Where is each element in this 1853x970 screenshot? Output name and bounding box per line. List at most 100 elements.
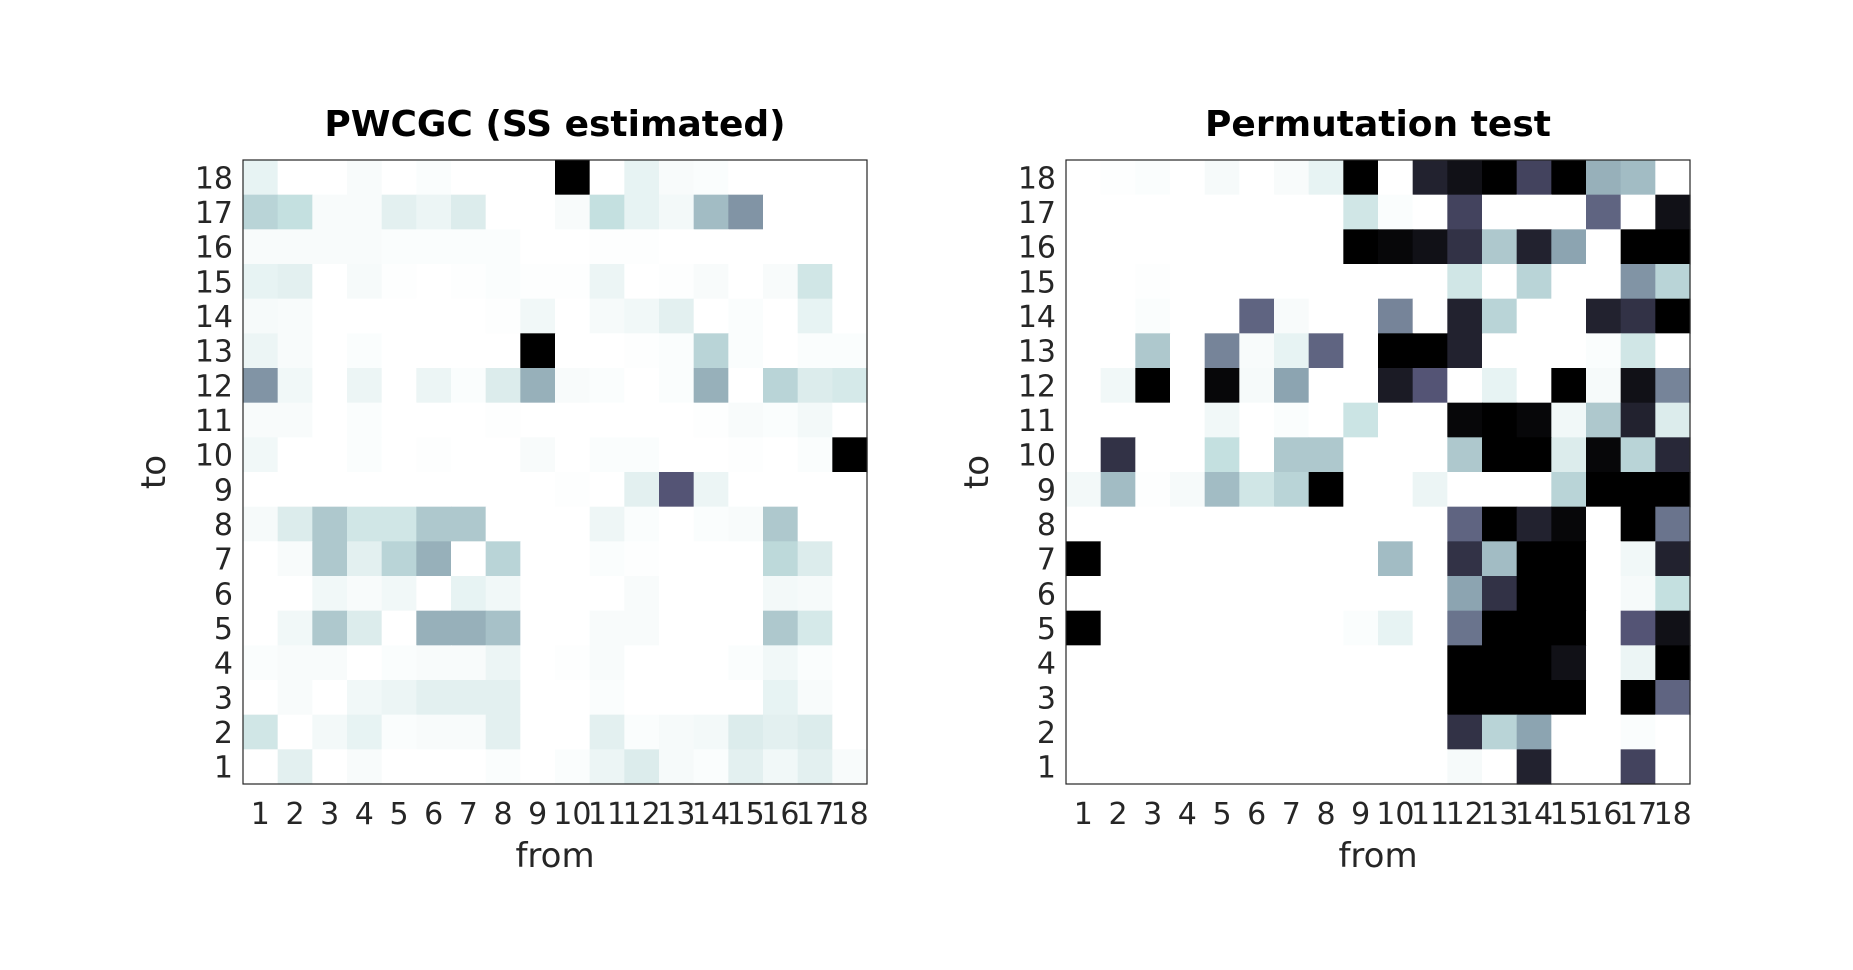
heatmap-cell <box>1620 541 1656 577</box>
heatmap-cell <box>1412 610 1448 646</box>
heatmap-cell <box>1516 749 1552 785</box>
heatmap-cell <box>832 229 868 265</box>
heatmap-cell <box>1447 298 1483 334</box>
heatmap-cell <box>485 402 521 438</box>
heatmap-cell <box>451 333 487 369</box>
y-tick-label: 15 <box>1018 265 1056 300</box>
y-tick-label: 10 <box>1018 439 1056 474</box>
heatmap-cell <box>797 264 833 300</box>
heatmap-cell <box>277 749 313 785</box>
heatmap-cell <box>1447 194 1483 230</box>
heatmap-cell <box>1308 402 1344 438</box>
heatmap-cell <box>1100 333 1136 369</box>
heatmap-cell <box>1482 749 1518 785</box>
heatmap-cell <box>797 506 833 542</box>
heatmap-cell <box>520 541 556 577</box>
heatmap-cell <box>1655 610 1691 646</box>
heatmap-cell <box>1586 333 1622 369</box>
heatmap-cell <box>1551 264 1587 300</box>
heatmap-cell <box>1170 610 1206 646</box>
heatmap-cell <box>1343 680 1379 716</box>
heatmap-cell <box>1343 610 1379 646</box>
y-tick-label: 9 <box>1037 473 1056 508</box>
heatmap-cell <box>1308 298 1344 334</box>
heatmap-cell <box>797 160 833 196</box>
heatmap-cell <box>1620 194 1656 230</box>
heatmap-cell <box>1482 645 1518 681</box>
heatmap-cell <box>832 333 868 369</box>
heatmap-cell <box>763 506 799 542</box>
heatmap-cell <box>1447 437 1483 473</box>
heatmap-cell <box>659 680 695 716</box>
heatmap-cell <box>416 368 452 404</box>
heatmap-cell <box>1100 610 1136 646</box>
y-tick-label: 14 <box>1018 300 1056 335</box>
heatmap-cell <box>1586 437 1622 473</box>
heatmap-cell <box>381 576 417 612</box>
heatmap-cell <box>520 160 556 196</box>
x-axis-label: from <box>515 836 594 876</box>
heatmap-cell <box>1551 229 1587 265</box>
heatmap-cell <box>555 610 591 646</box>
heatmap-cell <box>1412 229 1448 265</box>
heatmap-cell <box>797 368 833 404</box>
heatmap-cell <box>1482 402 1518 438</box>
heatmap-cell <box>693 610 729 646</box>
heatmap-cell <box>1586 194 1622 230</box>
y-tick-label: 16 <box>1018 231 1056 266</box>
y-tick-label: 2 <box>1037 716 1056 751</box>
heatmap-cell <box>1343 160 1379 196</box>
y-tick-label: 14 <box>195 300 233 335</box>
heatmap-cell <box>520 610 556 646</box>
heatmap-cell <box>797 610 833 646</box>
heatmap-cell <box>1239 472 1275 508</box>
heatmap-cell <box>1447 264 1483 300</box>
heatmap-cell <box>1620 333 1656 369</box>
heatmap-cell <box>1620 680 1656 716</box>
heatmap-cell <box>1516 645 1552 681</box>
x-tick-label: 11 <box>588 797 626 832</box>
heatmap-cell <box>1204 645 1240 681</box>
heatmap-cell <box>520 472 556 508</box>
y-tick-label: 3 <box>1037 681 1056 716</box>
heatmap-cell <box>1170 264 1206 300</box>
heatmap-cell <box>1135 645 1171 681</box>
heatmap-cell <box>1135 541 1171 577</box>
heatmap-cell <box>1516 506 1552 542</box>
heatmap-cell <box>485 368 521 404</box>
heatmap-cell <box>1447 368 1483 404</box>
heatmap-cell <box>1066 714 1102 750</box>
heatmap-cell <box>832 749 868 785</box>
heatmap-cell <box>589 472 625 508</box>
heatmap-cell <box>1378 229 1414 265</box>
heatmap-cell <box>1655 645 1691 681</box>
heatmap-cell <box>555 333 591 369</box>
heatmap-cell <box>1100 402 1136 438</box>
heatmap-cell <box>451 680 487 716</box>
heatmap-cell <box>1239 506 1275 542</box>
heatmap-cell <box>1378 610 1414 646</box>
heatmap-cell <box>347 229 383 265</box>
heatmap-cell <box>1274 506 1310 542</box>
heatmap-cell <box>832 472 868 508</box>
heatmap-cell <box>728 194 764 230</box>
heatmap-cell <box>797 472 833 508</box>
heatmap-cell <box>1447 541 1483 577</box>
heatmap-cell <box>312 368 348 404</box>
heatmap-cell <box>728 472 764 508</box>
heatmap-cell <box>520 506 556 542</box>
heatmap-cell <box>381 645 417 681</box>
heatmap-cell <box>312 541 348 577</box>
heatmap-cell <box>659 541 695 577</box>
x-tick-label: 1 <box>1074 797 1093 832</box>
heatmap-cell <box>728 749 764 785</box>
heatmap-cell <box>520 194 556 230</box>
heatmap-cell <box>520 264 556 300</box>
heatmap-cell <box>1516 541 1552 577</box>
heatmap-cell <box>1620 229 1656 265</box>
x-tick-label: 13 <box>657 797 695 832</box>
heatmap-cell <box>763 402 799 438</box>
heatmap-cell <box>1204 298 1240 334</box>
y-tick-label: 16 <box>195 231 233 266</box>
y-tick-label: 11 <box>195 404 233 439</box>
